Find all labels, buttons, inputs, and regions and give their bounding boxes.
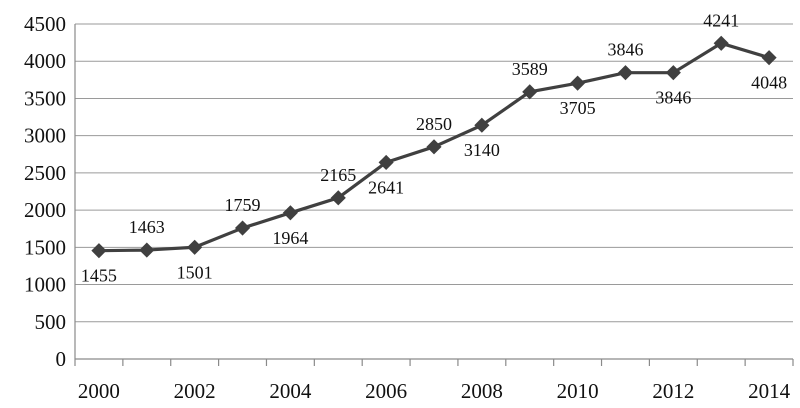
x-tick-label: 2006 [365,379,407,403]
axes [74,24,794,366]
data-point-marker [474,117,490,133]
data-label: 3589 [512,59,548,79]
data-label: 4241 [703,10,739,30]
data-point-marker [139,242,155,258]
y-tick-label: 500 [35,310,67,334]
x-tick-label: 2014 [748,379,791,403]
x-tick-label: 2002 [174,379,216,403]
data-label: 2165 [320,165,356,185]
data-label: 2641 [368,177,404,197]
data-label: 1964 [272,228,308,248]
y-tick-label: 3500 [24,86,66,110]
y-tick-label: 1000 [24,273,66,297]
y-tick-label: 2500 [24,161,66,185]
data-label: 3140 [464,140,500,160]
data-label: 3846 [607,40,643,60]
data-label: 1455 [81,266,117,286]
y-axis-tick-labels: 0 500 1000 1500 2000 2500 3000 3500 4000 4500 [24,12,66,371]
data-point-marker [282,205,298,221]
y-tick-label: 1500 [24,235,66,259]
data-label: 3846 [655,88,691,108]
y-tick-label: 2000 [24,198,66,222]
data-point-marker [91,243,107,259]
data-label: 1463 [129,217,165,237]
y-tick-label: 3000 [24,124,66,148]
data-label: 1759 [225,195,261,215]
data-point-marker [761,50,777,66]
x-tick-label: 2012 [652,379,694,403]
data-point-marker [187,239,203,255]
data-point-marker [378,154,394,170]
x-tick-label: 2010 [557,379,599,403]
data-point-marker [713,35,729,51]
y-tick-label: 0 [56,347,67,371]
data-point-markers [91,35,777,259]
data-labels: 1455 1463 1501 1759 1964 2165 2641 2850 3140 3589… [81,10,787,285]
x-tick-label: 2008 [461,379,503,403]
x-tick-label: 2004 [269,379,312,403]
data-label: 3705 [560,98,596,118]
x-tick-label: 2000 [78,379,120,403]
data-point-marker [617,65,634,81]
y-tick-label: 4000 [24,49,66,73]
data-label: 2850 [416,114,452,134]
data-label: 4048 [751,73,787,93]
y-tick-label: 4500 [24,12,66,36]
data-label: 1501 [177,262,213,282]
x-axis-tick-labels: 2000 2002 2004 2006 2008 2010 2012 2014 [78,379,791,403]
data-point-marker [330,190,346,206]
data-point-marker [665,65,681,81]
data-point-marker [522,84,538,100]
data-point-marker [234,220,251,236]
data-point-marker [570,75,586,91]
data-point-marker [426,139,442,155]
